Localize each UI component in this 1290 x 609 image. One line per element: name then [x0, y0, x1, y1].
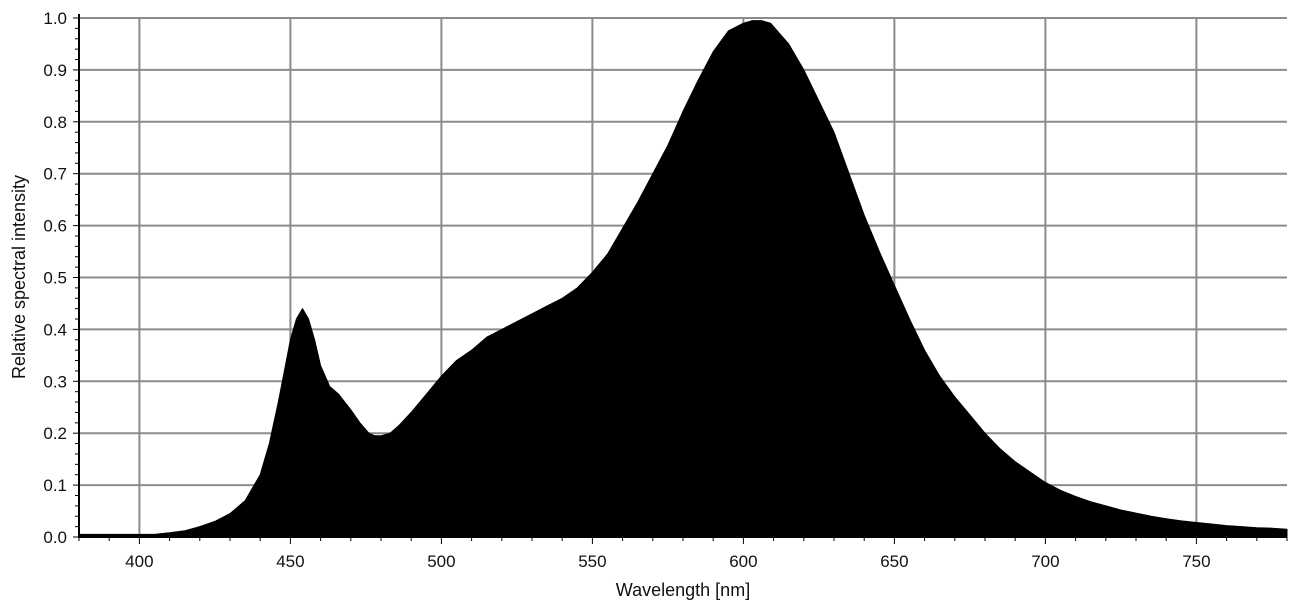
- x-tick-label: 750: [1182, 552, 1210, 571]
- x-tick-label: 550: [578, 552, 606, 571]
- y-tick-label: 0.8: [43, 113, 67, 132]
- y-tick-label: 0.4: [43, 320, 67, 339]
- y-tick-label: 0.5: [43, 269, 67, 288]
- y-tick-label: 0.1: [43, 476, 67, 495]
- x-axis-title: Wavelength [nm]: [616, 580, 750, 600]
- y-tick-label: 0.0: [43, 528, 67, 547]
- x-tick-label: 700: [1031, 552, 1059, 571]
- y-tick-label: 0.7: [43, 165, 67, 184]
- spectrum-area-layer: [78, 20, 1288, 538]
- spectrum-area: [78, 20, 1288, 538]
- y-tick-label: 0.3: [43, 372, 67, 391]
- x-tick-label: 650: [880, 552, 908, 571]
- y-tick-label: 0.2: [43, 424, 67, 443]
- x-tick-label: 600: [729, 552, 757, 571]
- x-tick-label: 450: [276, 552, 304, 571]
- tick-label-layer: 400 450 500 550 600 650 700 750 0.0 0.1 0.2 0.3 0.4 0…: [43, 9, 1210, 571]
- y-tick-label: 0.9: [43, 61, 67, 80]
- axis-layer: [73, 14, 1288, 544]
- y-tick-label: 1.0: [43, 9, 67, 28]
- y-tick-label: 0.6: [43, 217, 67, 236]
- y-axis-title: Relative spectral intensity: [9, 175, 29, 379]
- x-tick-label: 400: [125, 552, 153, 571]
- x-tick-label: 500: [427, 552, 455, 571]
